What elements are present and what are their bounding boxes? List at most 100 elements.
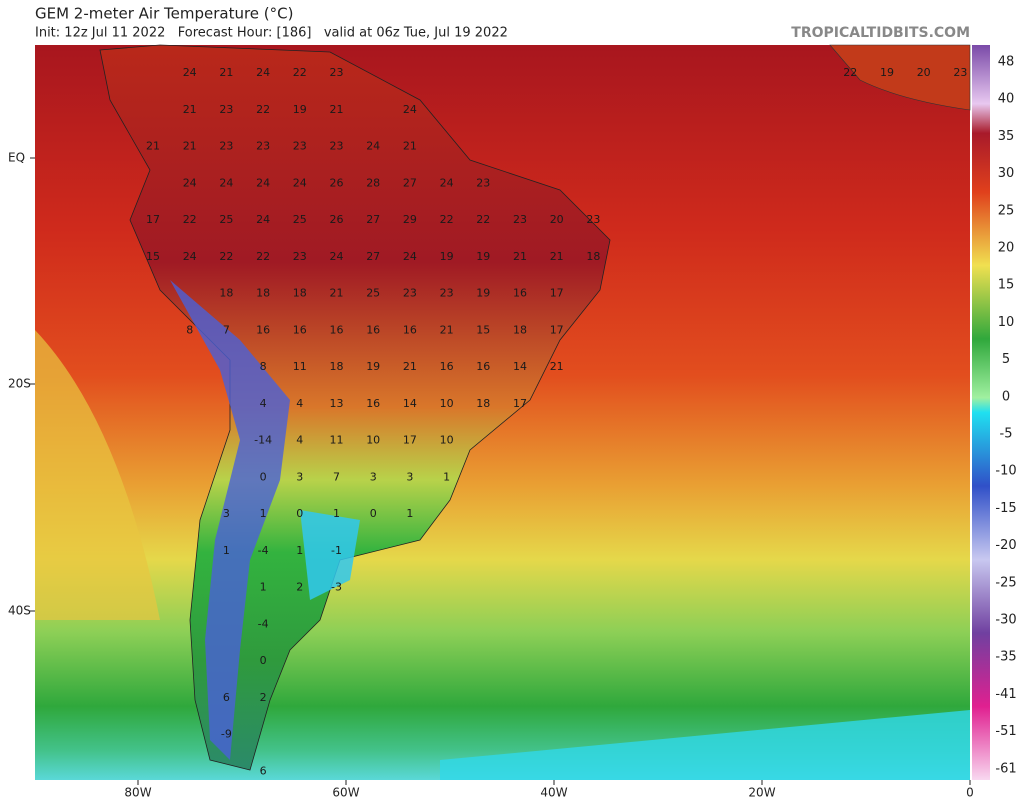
grid-value: 1 [223, 544, 230, 557]
grid-value: 24 [219, 176, 233, 189]
andes-cold [170, 280, 290, 760]
grid-value: 0 [260, 470, 267, 483]
grid-value: 4 [296, 434, 303, 447]
colorbar-label: 15 [998, 278, 1015, 293]
grid-value: 24 [330, 250, 344, 263]
grid-value: 16 [366, 397, 380, 410]
grid-value: 17 [403, 434, 417, 447]
grid-value: 8 [186, 323, 193, 336]
grid-value: 21 [440, 323, 454, 336]
grid-value: 21 [219, 66, 233, 79]
lon-label: 80W [124, 786, 151, 800]
grid-value: 24 [366, 140, 380, 153]
grid-value: 22 [219, 250, 233, 263]
colorbar-label: 10 [998, 315, 1015, 330]
colorbar-label: 35 [998, 129, 1015, 144]
grid-value: 2 [260, 691, 267, 704]
grid-value: 22 [476, 213, 490, 226]
grid-value: 14 [513, 360, 527, 373]
grid-value: 6 [223, 691, 230, 704]
grid-value: 22 [256, 250, 270, 263]
grid-value: 28 [366, 176, 380, 189]
grid-value: 3 [223, 507, 230, 520]
grid-value: 21 [330, 287, 344, 300]
grid-value: 2 [296, 581, 303, 594]
colorbar-label: 30 [998, 166, 1015, 181]
lon-label: 20W [748, 786, 775, 800]
grid-value: 23 [256, 140, 270, 153]
colorbar-label: -41 [995, 687, 1016, 702]
grid-value: 1 [260, 507, 267, 520]
grid-value: 24 [183, 250, 197, 263]
grid-value: 14 [403, 397, 417, 410]
grid-value: 21 [146, 140, 160, 153]
colorbar-label: -25 [995, 575, 1016, 590]
grid-value: 10 [440, 397, 454, 410]
colorbar-label: 0 [1002, 389, 1010, 404]
grid-value: 21 [513, 250, 527, 263]
grid-value: 23 [440, 287, 454, 300]
grid-value: 21 [550, 250, 564, 263]
southern-cold [440, 710, 970, 780]
grid-value: 25 [366, 287, 380, 300]
colorbar-label: -10 [995, 464, 1016, 479]
lon-label: 60W [332, 786, 359, 800]
grid-value: 22 [256, 103, 270, 116]
grid-value: 8 [260, 360, 267, 373]
colorbar-label: -30 [995, 613, 1016, 628]
lon-label: 40W [540, 786, 567, 800]
colorbar-label: 20 [998, 241, 1015, 256]
site: TROPICALTIDBITS.COM [791, 25, 970, 41]
grid-value: 19 [476, 250, 490, 263]
grid-value: 23 [513, 213, 527, 226]
colorbar-label: -51 [995, 724, 1016, 739]
grid-value: 24 [256, 176, 270, 189]
grid-value: 19 [440, 250, 454, 263]
grid-value: 23 [403, 287, 417, 300]
grid-value: 1 [260, 581, 267, 594]
grid-value: 23 [330, 66, 344, 79]
grid-value: 25 [219, 213, 233, 226]
grid-value: 23 [293, 250, 307, 263]
grid-value: 24 [440, 176, 454, 189]
grid-value: -4 [258, 544, 269, 557]
grid-value: 21 [183, 140, 197, 153]
grid-value: -1 [331, 544, 342, 557]
grid-value: 17 [146, 213, 160, 226]
grid-value: 18 [586, 250, 600, 263]
colorbar-label: -20 [995, 538, 1016, 553]
grid-value: 29 [403, 213, 417, 226]
grid-value: 23 [586, 213, 600, 226]
grid-value: 23 [330, 140, 344, 153]
grid-value: 22 [183, 213, 197, 226]
grid-value: 22 [843, 66, 857, 79]
lat-label: EQ [8, 151, 25, 165]
grid-value: 18 [293, 287, 307, 300]
grid-value: 24 [293, 176, 307, 189]
colorbar-label: 48 [998, 55, 1015, 70]
grid-value: 1 [296, 544, 303, 557]
grid-value: 24 [403, 103, 417, 116]
grid-value: 24 [256, 213, 270, 226]
grid-value: 18 [256, 287, 270, 300]
grid-value: 17 [550, 323, 564, 336]
grid-value: 13 [330, 397, 344, 410]
grid-value: 3 [296, 470, 303, 483]
grid-value: 23 [476, 176, 490, 189]
grid-value: 24 [256, 66, 270, 79]
grid-value: 7 [223, 323, 230, 336]
colorbar-label: 5 [1002, 352, 1010, 367]
grid-value: 4 [296, 397, 303, 410]
grid-value: 3 [406, 470, 413, 483]
grid-value: 11 [293, 360, 307, 373]
grid-value: 18 [219, 287, 233, 300]
grid-value: 15 [146, 250, 160, 263]
pampas-cold [300, 510, 360, 600]
grid-value: 22 [440, 213, 454, 226]
grid-value: 15 [476, 323, 490, 336]
grid-value: 16 [256, 323, 270, 336]
